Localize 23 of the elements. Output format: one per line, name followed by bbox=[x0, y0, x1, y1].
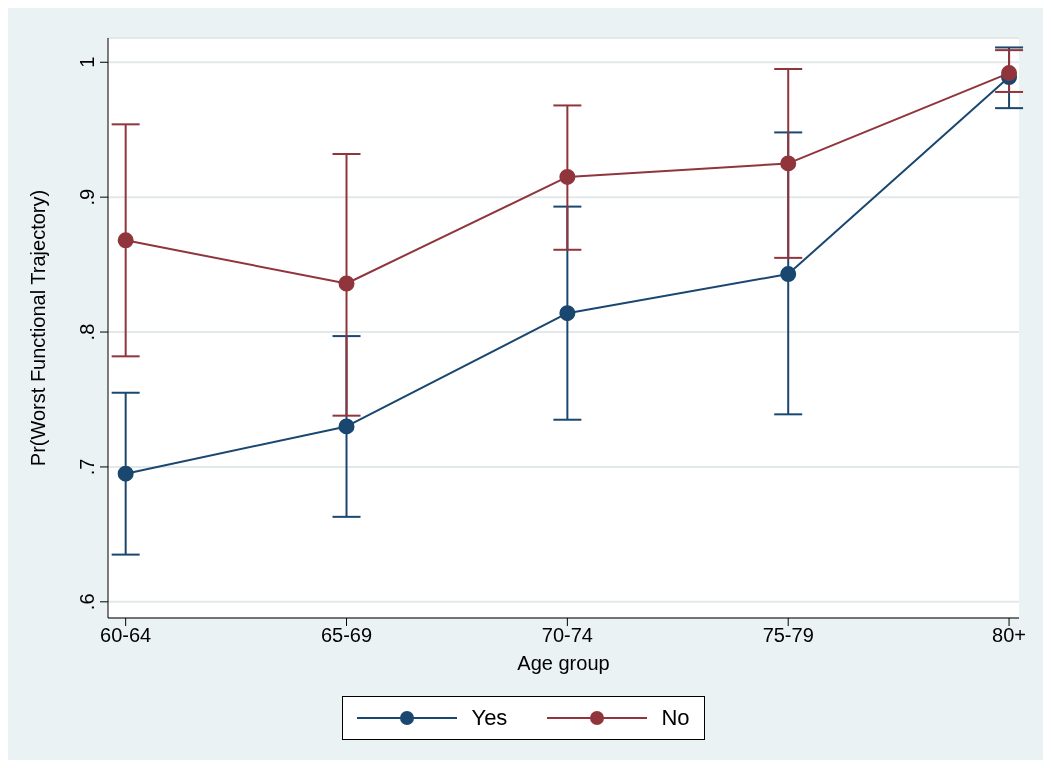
y-tick-label: 1 bbox=[76, 56, 98, 68]
y-tick-label: .9 bbox=[76, 188, 98, 206]
y-axis-title: Pr(Worst Functional Trajectory) bbox=[27, 189, 50, 467]
x-tick-label: 80+ bbox=[992, 624, 1027, 647]
point bbox=[1001, 65, 1018, 82]
legend-label: Yes bbox=[471, 705, 508, 731]
point bbox=[338, 275, 355, 292]
point bbox=[559, 168, 576, 185]
y-tick-label: .8 bbox=[76, 323, 98, 341]
x-tick-label: 75-79 bbox=[762, 624, 814, 647]
point bbox=[559, 305, 576, 322]
point bbox=[780, 266, 797, 283]
y-tick-label: .7 bbox=[76, 458, 98, 476]
y-tick-label: .6 bbox=[76, 593, 98, 611]
legend-label: No bbox=[661, 705, 690, 731]
x-tick-label: 65-69 bbox=[320, 624, 373, 647]
point bbox=[338, 418, 355, 435]
point bbox=[780, 155, 797, 172]
x-axis-title: Age group bbox=[517, 652, 610, 674]
point bbox=[117, 232, 134, 249]
x-tick-label: 60-64 bbox=[100, 624, 152, 647]
point bbox=[117, 465, 134, 482]
x-tick-label: 70-74 bbox=[541, 624, 593, 647]
